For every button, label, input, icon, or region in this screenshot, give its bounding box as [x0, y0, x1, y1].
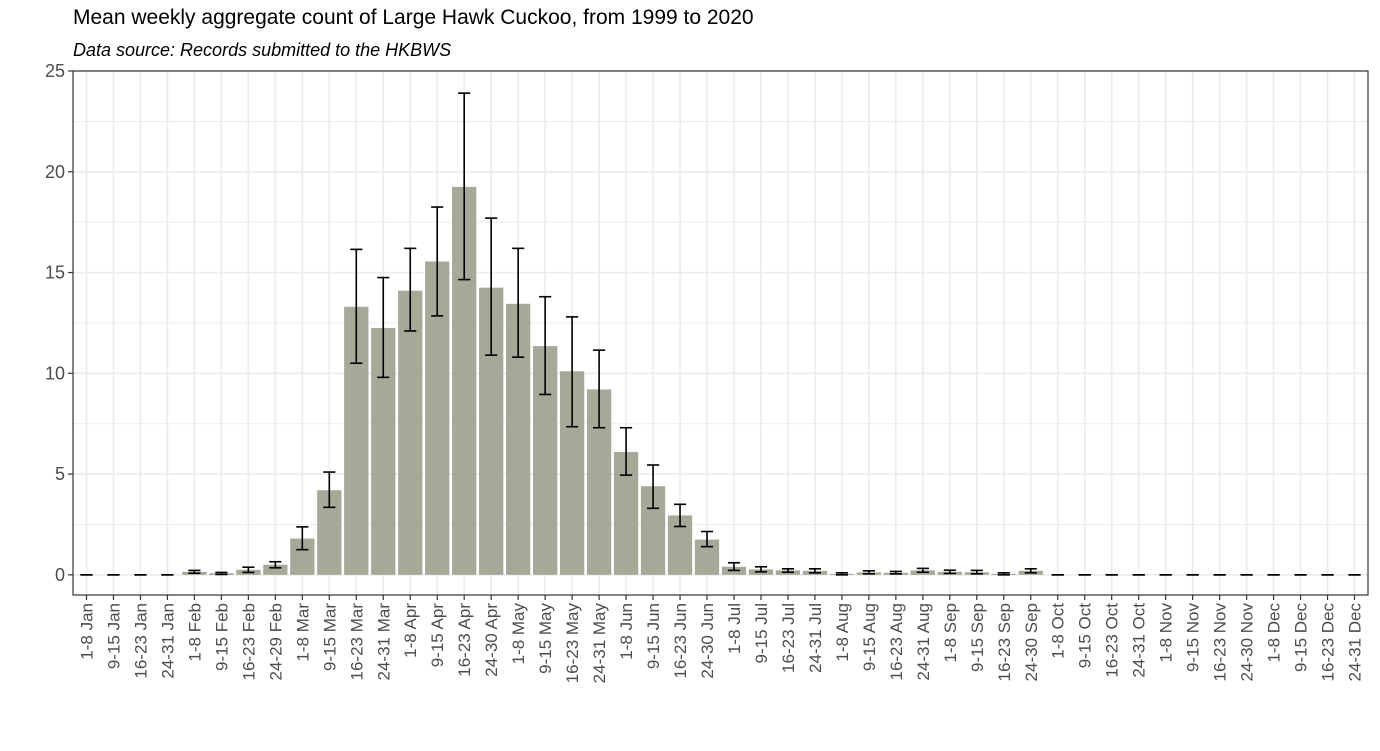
y-axis: 0 5 10 15 20 25: [45, 61, 73, 585]
error-bar: [727, 561, 741, 572]
bar-1-8-apr: [398, 290, 423, 575]
x-tick-label: 9-15 May: [536, 603, 555, 674]
x-tick-label: 1-8 Jun: [617, 603, 636, 660]
x-tick-label: 24-30 Jun: [698, 603, 717, 679]
x-tick-label: 24-31 May: [590, 603, 609, 684]
error-bar: [997, 572, 1010, 576]
x-tick-label: 1-8 Jan: [77, 603, 96, 660]
error-bar: [215, 571, 228, 576]
x-tick-label: 16-23 Aug: [887, 603, 906, 681]
bar-24-29-feb: [263, 564, 288, 575]
error-bar: [835, 572, 848, 576]
error-bar: [296, 526, 309, 551]
x-axis: 1-8 Jan 9-15 Jan 16-23 Jan 24-31 Jan 1-8 Feb…: [77, 595, 1365, 684]
x-tick-label: 16-23 Jul: [779, 603, 798, 673]
x-tick-label: 9-15 Aug: [860, 603, 879, 671]
x-tick-label: 16-23 Jan: [131, 603, 150, 679]
x-tick-label: 16-23 Jun: [671, 603, 690, 679]
x-tick-label: 9-15 Mar: [320, 603, 339, 671]
x-tick-label: 1-8 Jul: [725, 603, 744, 654]
error-bar: [485, 217, 498, 356]
x-tick-label: 1-8 Nov: [1157, 603, 1176, 663]
x-tick-label: 9-15 Jul: [752, 603, 771, 663]
error-bar: [242, 566, 255, 574]
error-bar: [781, 567, 795, 574]
error-bar: [269, 560, 282, 569]
error-bar: [539, 295, 552, 396]
error-bar: [673, 503, 687, 528]
x-tick-label: 1-8 Dec: [1265, 603, 1284, 663]
x-tick-label: 24-29 Feb: [266, 603, 285, 681]
x-tick-label: 16-23 Apr: [455, 603, 474, 677]
panel-border: [72, 70, 1369, 596]
y-tick-label: 25: [45, 61, 65, 81]
error-bar: [431, 206, 444, 317]
x-tick-label: 1-8 May: [509, 603, 528, 665]
x-tick-label: 24-31 Dec: [1346, 603, 1365, 682]
bars: [74, 186, 1367, 575]
error-bar: [646, 464, 660, 510]
error-bar: [458, 92, 471, 281]
y-tick-label: 20: [45, 162, 65, 182]
error-bar: [404, 247, 417, 332]
x-tick-label: 9-15 Feb: [212, 603, 231, 671]
error-bar: [377, 276, 390, 379]
x-tick-label: 9-15 Oct: [1076, 603, 1095, 668]
x-tick-label: 9-15 Dec: [1292, 603, 1311, 672]
error-bar: [1024, 567, 1037, 574]
error-bar: [889, 570, 902, 575]
x-tick-label: 24-30 Apr: [482, 603, 501, 677]
y-tick-label: 5: [55, 464, 65, 484]
x-tick-label: 1-8 Apr: [401, 603, 420, 658]
x-tick-label: 24-31 Oct: [1130, 603, 1149, 678]
x-tick-label: 1-8 Feb: [185, 603, 204, 662]
error-bar: [188, 569, 201, 575]
chart-title: Mean weekly aggregate count of Large Haw…: [73, 6, 754, 29]
grid-lines: [73, 70, 1368, 595]
x-tick-label: 16-23 Oct: [1103, 603, 1122, 678]
error-bar: [970, 569, 983, 575]
error-bar: [350, 248, 363, 365]
x-tick-label: 24-30 Nov: [1238, 603, 1257, 682]
x-tick-label: 9-15 Jan: [104, 603, 123, 669]
error-bar: [916, 567, 929, 574]
error-bar: [700, 530, 714, 548]
x-tick-label: 24-31 Jan: [158, 603, 177, 679]
error-bar: [808, 567, 821, 574]
x-tick-label: 16-23 Feb: [239, 603, 258, 681]
x-tick-label: 16-23 Nov: [1211, 603, 1230, 682]
x-tick-label: 16-23 Dec: [1319, 603, 1338, 682]
x-tick-label: 9-15 Sep: [968, 603, 987, 672]
y-tick-label: 15: [45, 263, 65, 283]
error-bar: [323, 471, 336, 509]
x-tick-label: 24-31 Mar: [374, 603, 393, 681]
error-bars: [80, 92, 1361, 576]
x-tick-label: 16-23 Sep: [995, 603, 1014, 681]
x-tick-label: 24-30 Sep: [1022, 603, 1041, 681]
error-bar: [620, 426, 633, 476]
y-tick-label: 0: [55, 565, 65, 585]
x-tick-label: 16-23 Mar: [347, 603, 366, 681]
error-bar: [566, 316, 579, 428]
error-bar: [754, 565, 768, 573]
x-tick-label: 16-23 May: [563, 603, 582, 684]
x-tick-label: 24-31 Jul: [806, 603, 825, 673]
x-tick-label: 1-8 Sep: [941, 603, 960, 663]
x-tick-label: 1-8 Aug: [833, 603, 852, 662]
chart-subtitle: Data source: Records submitted to the HK…: [73, 40, 452, 60]
error-bar: [593, 349, 606, 429]
x-tick-label: 24-31 Aug: [914, 603, 933, 681]
x-tick-label: 1-8 Oct: [1049, 603, 1068, 659]
x-tick-label: 9-15 Nov: [1184, 603, 1203, 672]
y-tick-label: 10: [45, 363, 65, 383]
x-tick-label: 1-8 Mar: [293, 603, 312, 662]
x-tick-label: 9-15 Apr: [428, 603, 447, 668]
error-bar: [512, 247, 525, 358]
x-tick-label: 9-15 Jun: [644, 603, 663, 669]
error-bar: [862, 570, 875, 575]
error-bar: [943, 569, 956, 575]
